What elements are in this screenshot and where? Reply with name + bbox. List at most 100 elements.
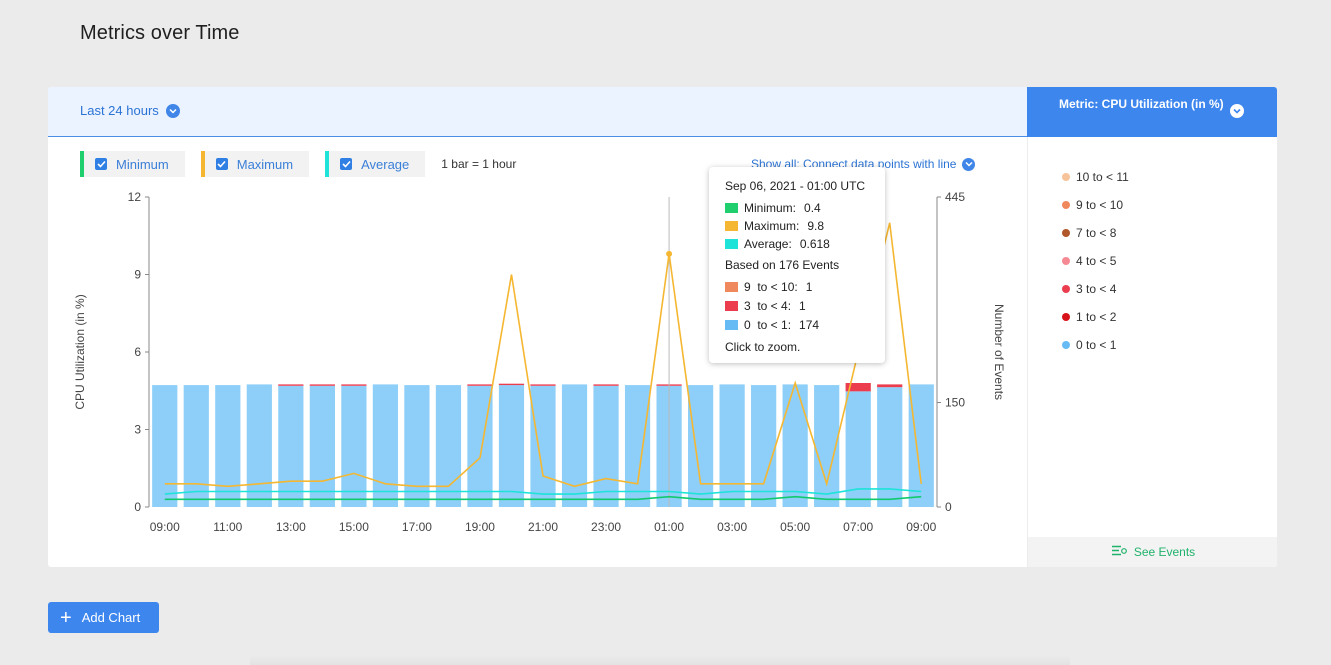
footer-shadow xyxy=(250,655,1070,665)
tooltip-label: Maximum: xyxy=(744,219,800,233)
bucket-list: 10 to < 11 9 to < 10 7 to < 8 4 to < 5 3… xyxy=(1062,163,1129,359)
metrics-card: Last 24 hours Metric: CPU Utilization (i… xyxy=(48,87,1277,567)
add-chart-button[interactable]: + Add Chart xyxy=(48,602,159,633)
bucket-label: 7 to < 8 xyxy=(1076,226,1117,240)
tooltip-value: 9.8 xyxy=(807,219,825,233)
bucket-item[interactable]: 10 to < 11 xyxy=(1062,163,1129,191)
swatch xyxy=(725,239,738,249)
bar-events-other xyxy=(467,384,493,386)
page-title: Metrics over Time xyxy=(80,22,240,44)
y-tick-label: 9 xyxy=(134,268,141,282)
x-tick-label: 03:00 xyxy=(717,520,747,534)
tooltip-title: Sep 06, 2021 - 01:00 UTC xyxy=(725,179,866,193)
y2-axis-title: Number of Events xyxy=(992,304,1006,400)
chevron-down-icon xyxy=(1230,104,1244,118)
x-tick-label: 23:00 xyxy=(591,520,621,534)
bar-events-other xyxy=(498,383,525,386)
plus-icon: + xyxy=(60,606,72,629)
bar-events-other xyxy=(341,384,367,386)
legend-item-average[interactable]: Average xyxy=(325,151,426,177)
bucket-item[interactable]: 4 to < 5 xyxy=(1062,247,1129,275)
metric-select[interactable]: Metric: CPU Utilization (in %) xyxy=(1027,87,1277,137)
bar-events-other xyxy=(309,384,335,386)
bar-events-0-to-1 xyxy=(246,384,272,507)
swatch xyxy=(725,320,738,330)
legend-color-bar xyxy=(80,151,84,177)
bar-events-0-to-1 xyxy=(435,385,462,507)
tooltip-label: Minimum: xyxy=(744,201,797,215)
tooltip-stat-maximum: Maximum: 9.8 xyxy=(725,219,824,233)
swatch xyxy=(725,282,738,292)
legend-item-minimum[interactable]: Minimum xyxy=(80,151,185,177)
bucket-item[interactable]: 9 to < 10 xyxy=(1062,191,1129,219)
checkbox-checked-icon[interactable] xyxy=(340,158,353,170)
x-tick-label: 19:00 xyxy=(465,520,495,534)
checkbox-checked-icon[interactable] xyxy=(95,158,107,170)
y-tick-label: 0 xyxy=(134,500,141,514)
y-tick-label: 3 xyxy=(134,423,141,437)
tooltip-value: 1 xyxy=(799,299,806,313)
x-tick-label: 21:00 xyxy=(528,520,558,534)
metrics-chart[interactable]: 0 3 6 9 12 0 150 445 CPU Utilization (in %) Numbe… xyxy=(48,187,1027,537)
bar-events-0-to-1 xyxy=(278,385,304,507)
y-tick-label: 6 xyxy=(134,345,141,359)
bar-events-0-to-1 xyxy=(498,385,525,507)
checkbox-checked-icon[interactable] xyxy=(215,158,228,170)
hover-point-maximum xyxy=(666,250,673,257)
bucket-dot xyxy=(1062,257,1070,265)
time-range-label: Last 24 hours xyxy=(80,103,159,118)
bucket-label: 1 to < 2 xyxy=(1076,310,1117,324)
chevron-down-icon xyxy=(962,157,976,171)
see-events-label: See Events xyxy=(1133,545,1196,559)
x-tick-label: 05:00 xyxy=(780,520,810,534)
x-tick-label: 11:00 xyxy=(213,520,242,534)
bar-events-other xyxy=(593,384,619,386)
add-chart-label: Add Chart xyxy=(81,610,141,625)
y2-tick-label: 445 xyxy=(945,190,965,204)
bucket-dot xyxy=(1062,285,1070,293)
bar-events-0-to-1 xyxy=(687,385,714,507)
bucket-dot xyxy=(1062,341,1070,349)
bucket-item[interactable]: 7 to < 8 xyxy=(1062,219,1129,247)
tooltip-bucket: 3 to < 4: 1 xyxy=(725,299,806,313)
y2-tick-label: 150 xyxy=(945,396,965,410)
bucket-dot xyxy=(1062,201,1070,209)
tooltip-zoom-note: Click to zoom. xyxy=(725,340,801,354)
bar-events-0-to-1 xyxy=(845,391,871,507)
bar-events-0-to-1 xyxy=(751,385,777,507)
tooltip-events-note: Based on 176 Events xyxy=(725,258,840,272)
bar-events-0-to-1 xyxy=(152,385,178,507)
bucket-label: 0 to < 1 xyxy=(1076,338,1117,352)
tooltip-value: 0.4 xyxy=(804,201,821,215)
bar-events-0-to-1 xyxy=(561,384,588,507)
y-axis-title: CPU Utilization (in %) xyxy=(73,294,87,409)
bar-events-other xyxy=(845,383,871,392)
tooltip-stat-average: Average: 0.618 xyxy=(725,237,830,251)
bar-interval-note: 1 bar = 1 hour xyxy=(441,157,517,171)
bar-events-0-to-1 xyxy=(782,384,808,507)
legend-item-maximum[interactable]: Maximum xyxy=(200,151,310,177)
tooltip-label: 9 to < 10: xyxy=(744,280,798,294)
bucket-label: 3 to < 4 xyxy=(1076,282,1117,296)
y-tick-label: 12 xyxy=(128,190,142,204)
x-tick-label: 15:00 xyxy=(339,520,369,534)
bar-events-0-to-1 xyxy=(624,385,651,507)
time-range-select[interactable]: Last 24 hours xyxy=(80,103,180,118)
swatch xyxy=(725,301,738,311)
bucket-item[interactable]: 3 to < 4 xyxy=(1062,275,1129,303)
bar-events-0-to-1 xyxy=(908,384,934,507)
x-tick-label: 17:00 xyxy=(402,520,432,534)
series-line-maximum xyxy=(164,222,922,488)
x-tick-label: 09:00 xyxy=(906,520,936,534)
tooltip-label: 3 to < 4: xyxy=(744,299,792,313)
tooltip-value: 1 xyxy=(805,280,813,294)
x-tick-label: 07:00 xyxy=(843,520,873,534)
see-events-button[interactable]: See Events xyxy=(1028,537,1277,567)
legend-label: Average xyxy=(361,156,410,172)
x-tick-label: 09:00 xyxy=(150,520,180,534)
bucket-item[interactable]: 1 to < 2 xyxy=(1062,303,1129,331)
bucket-item[interactable]: 0 to < 1 xyxy=(1062,331,1129,359)
x-tick-label: 01:00 xyxy=(654,520,684,534)
bar-events-0-to-1 xyxy=(877,387,903,507)
tooltip-value: 174 xyxy=(799,318,820,332)
